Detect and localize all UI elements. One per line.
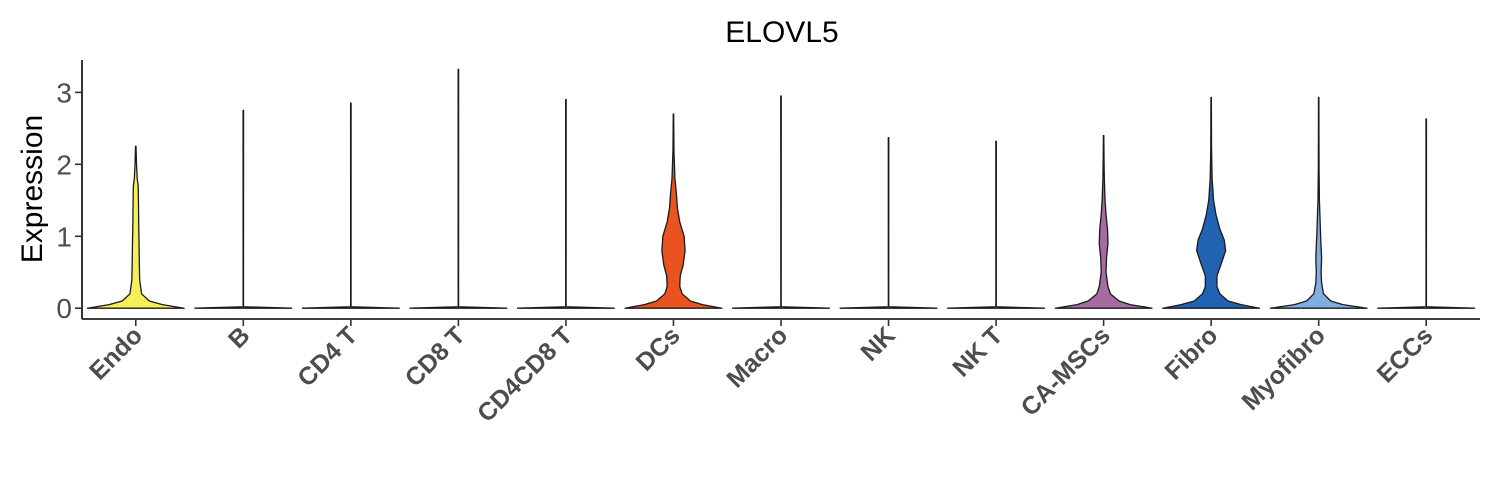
x-tick-label: NK T [947, 321, 1008, 382]
violin-endo [86, 145, 185, 309]
x-tick-label: DCs [631, 321, 686, 376]
violin-b [194, 109, 293, 309]
x-tick-label: ECCs [1372, 321, 1439, 388]
x-tick-label: Macro [721, 321, 793, 393]
violin-nk [839, 137, 938, 309]
x-tick-label: CA-MSCs [1016, 321, 1116, 421]
x-ticks: Endo B CD4 T CD8 T CD4CD8 T DCs Macro NK NK T CA-… [84, 319, 1438, 428]
y-tick-label: 1 [56, 221, 72, 252]
x-tick-label: CD4CD8 T [472, 321, 578, 427]
y-ticks: 0 1 2 3 [56, 77, 82, 324]
y-tick-label: 2 [56, 149, 72, 180]
x-tick-label: NK [855, 321, 900, 366]
y-tick-label: 3 [56, 77, 72, 108]
violin-nk-t [947, 140, 1046, 309]
chart-title: ELOVL5 [725, 16, 838, 49]
violin-dcs [624, 113, 723, 309]
violin-cd4cd8-t [516, 98, 615, 309]
violin-cd4-t [301, 102, 400, 309]
violin-layer [86, 68, 1476, 309]
x-tick-label: B [223, 321, 256, 354]
y-tick-label: 0 [56, 293, 72, 324]
x-tick-label: CD4 T [292, 321, 363, 392]
x-tick-label: CD8 T [400, 321, 471, 392]
violin-myofibro [1269, 96, 1368, 309]
violin-cd8-t [409, 68, 508, 309]
violin-eccs [1377, 118, 1476, 309]
violin-ca-mscs [1054, 134, 1153, 309]
violin-fibro [1162, 96, 1261, 309]
x-tick-label: Fibro [1159, 321, 1223, 385]
y-axis-label: Expression [16, 115, 49, 263]
x-tick-label: Endo [84, 321, 148, 385]
x-tick-label: Myofibro [1237, 321, 1331, 415]
violin-macro [731, 95, 831, 309]
